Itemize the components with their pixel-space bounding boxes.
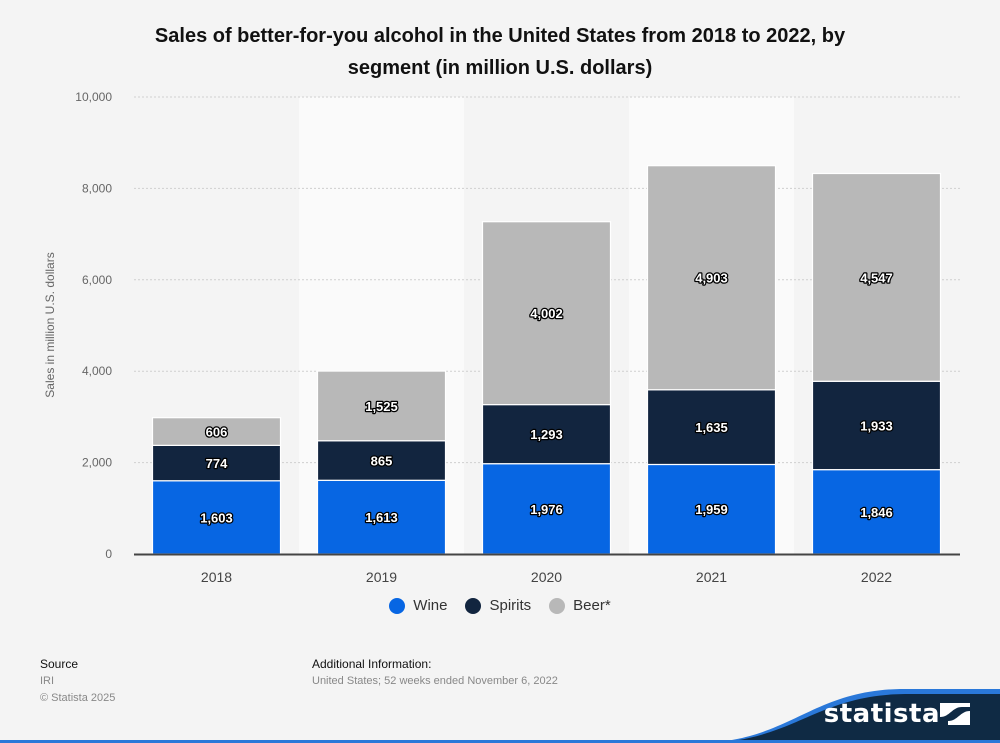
bar-beer-2018[interactable] — [151, 417, 282, 446]
bar-spirits-2020[interactable] — [481, 404, 612, 465]
bar-wine-2021[interactable] — [646, 463, 777, 555]
x-tick-label: 2021 — [696, 569, 727, 585]
brand-wordmark: statista — [823, 699, 940, 729]
legend-swatch-spirits — [465, 597, 482, 614]
legend-item-beer[interactable]: Beer* — [549, 597, 611, 614]
brand-wave — [700, 689, 1000, 743]
axes: 0 2,000 4,000 6,000 8,000 10,000 2018 2019 2020 2… — [75, 90, 960, 585]
data-label: 1,976 — [530, 502, 563, 517]
statista-logo-icon — [940, 703, 970, 725]
bottom-accent-line — [0, 740, 1000, 743]
chart-title-line-1: Sales of better-for-you alcohol in the U… — [154, 25, 846, 47]
statista-brand[interactable]: statista — [700, 683, 1000, 743]
bar-beer-2020[interactable] — [481, 221, 612, 406]
legend-label-wine: Wine — [413, 597, 448, 614]
legend-item-spirits[interactable]: Spirits — [465, 597, 531, 614]
data-label: 1,525 — [365, 399, 398, 414]
data-label: 4,002 — [530, 306, 563, 321]
source-value[interactable]: IRI — [40, 675, 55, 687]
x-tick-label: 2018 — [201, 569, 232, 585]
x-tick-label: 2020 — [531, 569, 562, 585]
legend-label-beer: Beer* — [573, 597, 611, 614]
data-label: 1,846 — [860, 505, 893, 520]
source-heading: Source — [40, 657, 79, 671]
bar-spirits-2021[interactable] — [646, 389, 777, 466]
data-label: 1,603 — [200, 510, 233, 525]
bar-beer-2022[interactable] — [811, 172, 942, 382]
data-label: 865 — [371, 454, 393, 469]
bar-wine-2019[interactable] — [316, 479, 447, 555]
source-block: Source IRI © Statista 2025 — [40, 656, 115, 707]
data-label: 1,293 — [530, 427, 563, 442]
data-label: 1,959 — [695, 502, 728, 517]
additional-info-heading: Additional Information: — [312, 657, 432, 671]
data-label: 4,903 — [695, 271, 728, 286]
data-label: 774 — [206, 456, 228, 471]
bar-beer-2019[interactable] — [316, 370, 447, 442]
legend-label-spirits: Spirits — [489, 597, 532, 614]
legend-swatch-beer — [549, 597, 566, 614]
bar-wine-2020[interactable] — [481, 463, 612, 555]
bar-wine-2018[interactable] — [151, 480, 282, 555]
bar-spirits-2018[interactable] — [151, 444, 282, 482]
bar-beer-2021[interactable] — [646, 165, 777, 391]
data-labels: 1,603 774 606 1,613 865 1,525 1,976 1,293 4,002 1… — [199, 269, 894, 526]
data-label: 4,547 — [860, 270, 893, 285]
data-label: 1,613 — [365, 510, 398, 525]
data-label: 1,933 — [860, 418, 893, 433]
chart-title: Sales of better-for-you alcohol in the U… — [0, 20, 1000, 84]
legend: Wine Spirits Beer* — [0, 597, 1000, 614]
x-tick-label: 2019 — [366, 569, 397, 585]
bars — [151, 165, 942, 555]
y-tick-label: 2,000 — [82, 456, 112, 470]
additional-info-block: Additional Information: United States; 5… — [312, 656, 558, 690]
y-tick-label: 4,000 — [82, 364, 112, 378]
x-tick-label: 2022 — [861, 569, 892, 585]
legend-item-wine[interactable]: Wine — [389, 597, 447, 614]
legend-swatch-wine — [389, 597, 406, 614]
y-tick-label: 0 — [105, 547, 112, 561]
copyright: © Statista 2025 — [40, 692, 116, 704]
chart-title-line-2: segment (in million U.S. dollars) — [347, 57, 653, 79]
data-label: 606 — [206, 425, 228, 440]
data-label: 1,635 — [695, 420, 728, 435]
bar-chart: 1,603 774 606 1,613 865 1,525 1,976 1,293 4,002 1… — [75, 90, 960, 585]
y-tick-label: 6,000 — [82, 273, 112, 287]
y-tick-label: 8,000 — [82, 181, 112, 195]
bar-spirits-2019[interactable] — [316, 440, 447, 481]
y-tick-label: 10,000 — [75, 90, 112, 104]
additional-info-value: United States; 52 weeks ended November 6… — [312, 675, 558, 687]
